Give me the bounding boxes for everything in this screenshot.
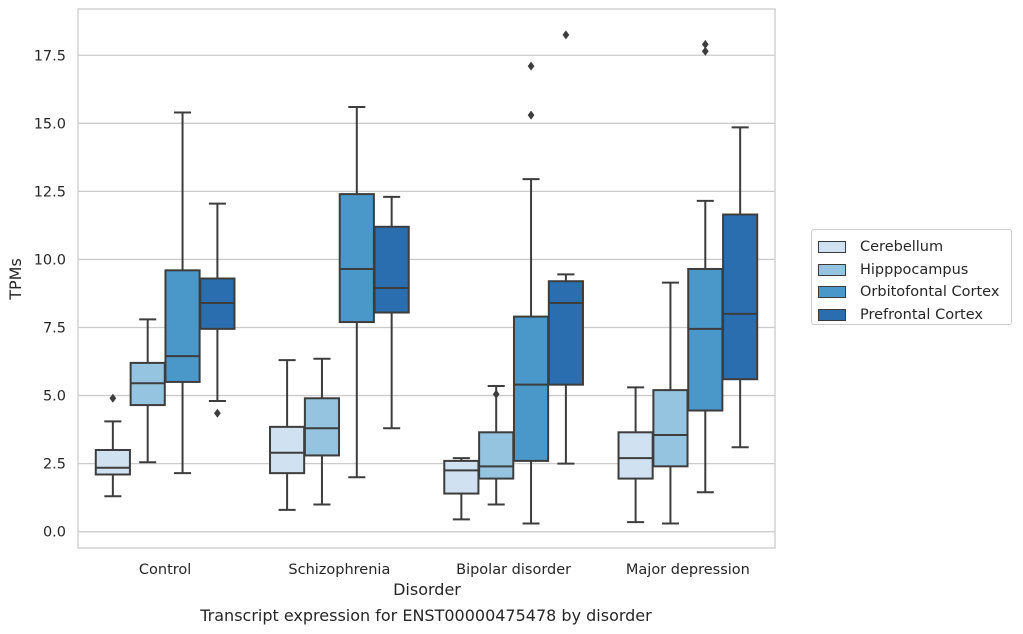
y-tick-label: 15.0 (34, 116, 66, 132)
box-prefrontal-cortex (199, 202, 236, 418)
box (303, 397, 341, 457)
box (338, 193, 375, 324)
box-orbitofontal-cortex (512, 61, 550, 525)
box-prefrontal-cortex (547, 30, 584, 465)
x-axis-label: Disorder (393, 580, 461, 599)
box-hipppocampus (129, 318, 166, 464)
y-tick-label: 5.0 (43, 389, 66, 405)
legend: Cerebellum Hipppocampus Orbitofontal Corte… (811, 229, 1012, 325)
box (373, 225, 410, 314)
chart-caption: Transcript expression for ENST0000047547… (200, 606, 652, 625)
outlier-point (109, 393, 117, 403)
y-tick-label: 7.5 (43, 321, 66, 337)
legend-swatch (818, 263, 846, 276)
box (443, 459, 480, 495)
y-tick-label: 17.5 (34, 48, 66, 64)
legend-swatch (818, 286, 846, 299)
x-tick-labels: Control Schizophrenia Bipolar disorder Majo… (139, 562, 750, 578)
legend-label: Cerebellum (860, 239, 944, 256)
outlier-point (527, 61, 535, 71)
box-cerebellum (269, 359, 306, 511)
x-tick-label: Schizophrenia (288, 562, 390, 578)
outlier-point (214, 408, 221, 418)
x-tick-label: Major depression (626, 562, 750, 578)
outlier-point (492, 389, 500, 399)
box-cerebellum (443, 457, 480, 521)
x-tick-label: Control (139, 562, 191, 578)
box-hipppocampus (303, 357, 341, 506)
legend-label: Orbitofontal Cortex (860, 284, 1000, 301)
x-tick-label: Bipolar disorder (456, 562, 571, 578)
y-tick-label: 12.5 (34, 184, 66, 200)
legend-label: Hipppocampus (860, 261, 969, 278)
y-axis-label: TPMs (6, 258, 25, 301)
y-tick-labels: 0.0 2.5 5.0 7.5 10.0 12.5 15.0 17.5 (34, 48, 66, 540)
outlier-point (701, 46, 709, 56)
box (269, 425, 306, 475)
box-hipppocampus (652, 281, 689, 525)
box (617, 431, 654, 480)
outlier-point (562, 30, 570, 40)
box (478, 431, 515, 480)
box (687, 267, 724, 412)
box-cerebellum (617, 386, 654, 524)
y-tick-label: 2.5 (43, 457, 66, 473)
legend-swatch (818, 309, 846, 322)
box (94, 449, 131, 476)
box (722, 213, 759, 381)
legend-item: Orbitofontal Cortex (818, 281, 1011, 304)
legend-item: Hipppocampus (818, 259, 1011, 282)
box (547, 280, 584, 386)
box-orbitofontal-cortex (164, 111, 201, 475)
box (512, 315, 550, 462)
y-tick-label: 10.0 (34, 252, 66, 268)
box-orbitofontal-cortex (687, 39, 724, 494)
outlier-point (701, 39, 709, 49)
box-cerebellum (94, 393, 131, 498)
box (164, 269, 201, 383)
outlier-point (527, 110, 535, 120)
box-series (94, 30, 759, 525)
legend-item: Prefrontal Cortex (818, 304, 1011, 327)
legend-label: Prefrontal Cortex (860, 307, 983, 324)
box-prefrontal-cortex (722, 126, 759, 449)
box-orbitofontal-cortex (338, 106, 375, 479)
legend-swatch (818, 241, 846, 254)
y-tick-label: 0.0 (43, 525, 66, 541)
legend-item: Cerebellum (818, 236, 1011, 259)
box-hipppocampus (478, 385, 515, 506)
plot-area-frame (77, 8, 776, 549)
box (652, 389, 689, 468)
box-prefrontal-cortex (373, 195, 410, 430)
